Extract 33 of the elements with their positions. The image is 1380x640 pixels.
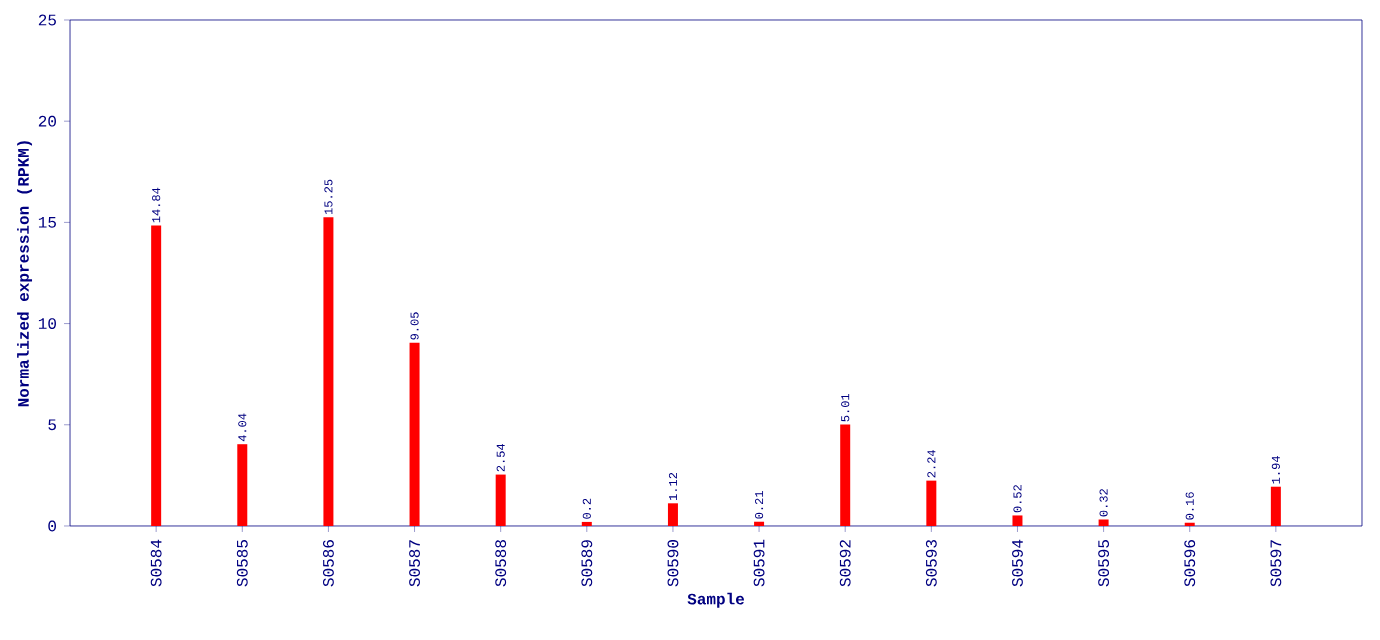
- y-tick-label: 25: [38, 14, 56, 26]
- x-tick-label: S0586: [323, 540, 334, 587]
- x-tick-label: S0594: [1012, 539, 1023, 587]
- x-tick-label: S0589: [581, 540, 593, 587]
- x-tick-label: S0596: [1184, 540, 1196, 587]
- bar: [667, 503, 678, 526]
- bar: [1270, 486, 1281, 526]
- bar: [1012, 515, 1023, 526]
- x-tick-label: S0595: [1098, 540, 1110, 587]
- y-axis-title: Normalized expression (RPKM): [17, 141, 33, 407]
- bar: [151, 225, 162, 526]
- x-tick-label: S0597: [1270, 540, 1282, 587]
- x-tick-label: S0585: [236, 540, 248, 587]
- bar: [495, 474, 506, 526]
- y-tick-label: 15: [38, 217, 56, 228]
- y-tick-label: 5: [48, 419, 56, 431]
- x-axis-title: Sample: [687, 592, 745, 608]
- x-tick-label: S0587: [409, 540, 420, 587]
- bar: [237, 444, 248, 526]
- x-tick-label: S0593: [925, 540, 937, 587]
- y-tick-label: 10: [38, 318, 56, 330]
- bar: [926, 480, 937, 526]
- bar: [323, 217, 334, 526]
- y-tick-label: 0: [48, 520, 56, 532]
- x-tick-label: S0588: [495, 540, 507, 587]
- bar: [1098, 519, 1109, 526]
- bar: [840, 424, 851, 526]
- x-tick-label: S0590: [667, 540, 679, 587]
- y-tick-label: 20: [38, 115, 56, 127]
- x-tick-label: S0584: [150, 539, 162, 587]
- x-tick-label: S0592: [839, 540, 851, 587]
- bar: [409, 342, 420, 526]
- x-tick-label: S0591: [753, 539, 765, 587]
